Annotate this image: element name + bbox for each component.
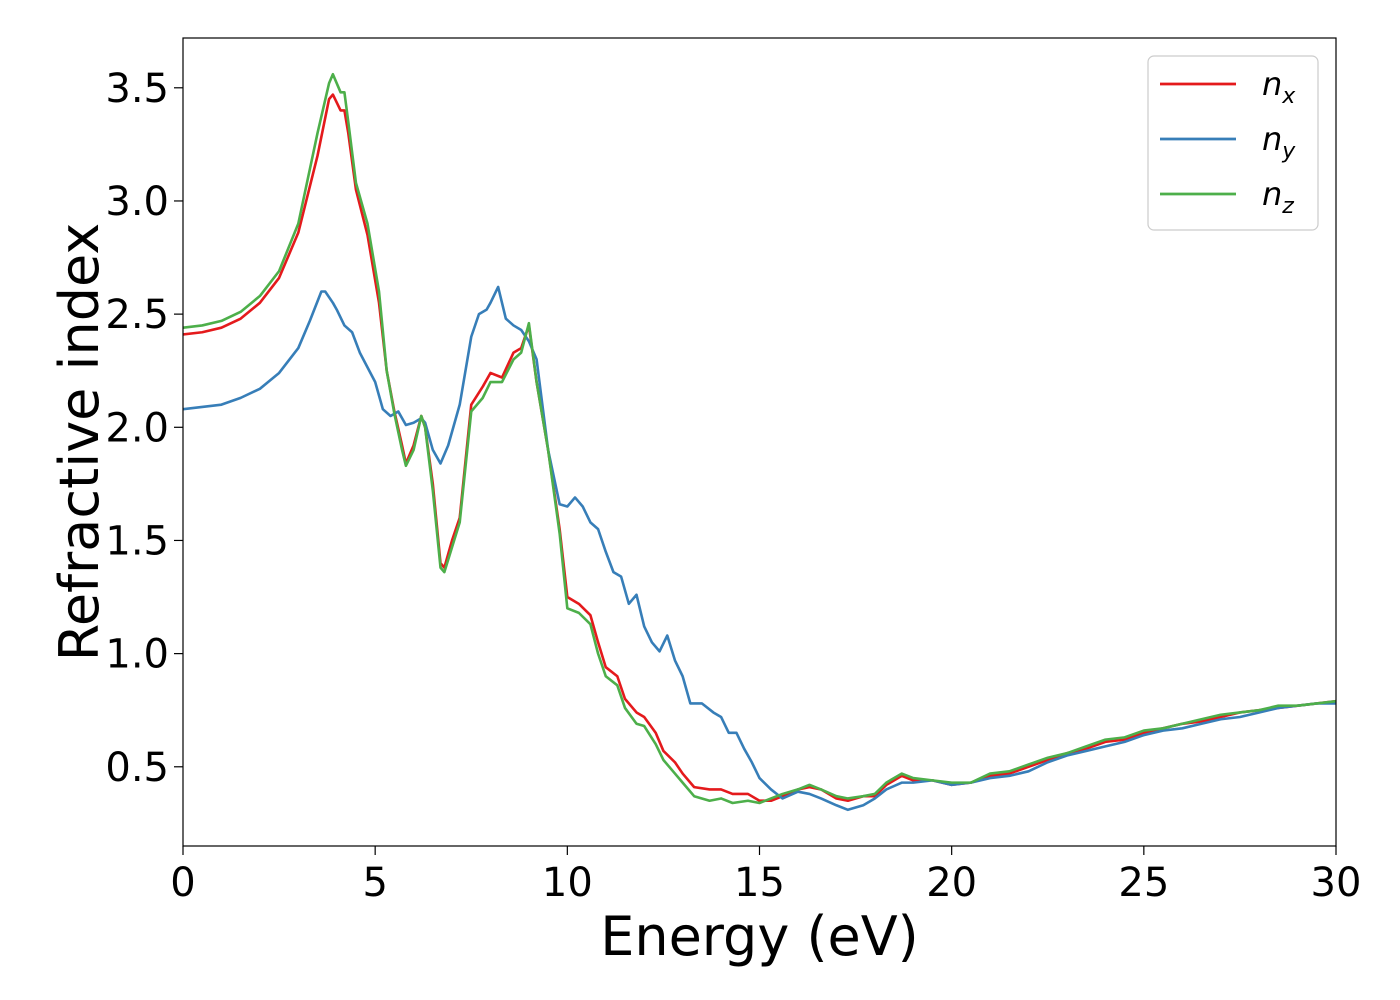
x-tick-label: 10 <box>542 860 593 906</box>
y-tick-label: 1.5 <box>105 518 169 564</box>
y-tick-label: 1.0 <box>105 632 169 678</box>
x-axis-label: Energy (eV) <box>600 905 919 968</box>
y-tick-label: 2.0 <box>105 405 169 451</box>
x-tick-label: 0 <box>170 860 195 906</box>
legend-subscript: y <box>1281 139 1296 164</box>
x-axis-ticks: 0 5 10 15 20 25 30 <box>170 846 1361 906</box>
x-tick-label: 5 <box>362 860 387 906</box>
y-axis-label: Refractive index <box>48 223 111 662</box>
series-layer <box>183 72 1336 812</box>
legend-subscript: x <box>1281 84 1296 109</box>
y-tick-label: 2.5 <box>105 292 169 338</box>
y-axis-ticks: 0.5 1.0 1.5 2.0 2.5 3.0 3.5 <box>105 66 183 791</box>
legend-subscript: z <box>1281 194 1294 219</box>
series-line-nz <box>183 72 1336 805</box>
x-tick-label: 25 <box>1118 860 1169 906</box>
legend-box <box>1147 55 1319 231</box>
legend-label-nz: nz <box>1262 175 1294 219</box>
y-tick-label: 0.5 <box>105 745 169 791</box>
x-tick-label: 20 <box>926 860 977 906</box>
x-tick-label: 15 <box>734 860 785 906</box>
x-tick-label: 30 <box>1311 860 1362 906</box>
y-tick-label: 3.0 <box>105 179 169 225</box>
y-tick-label: 3.5 <box>105 66 169 112</box>
series-line-ny <box>183 285 1336 812</box>
